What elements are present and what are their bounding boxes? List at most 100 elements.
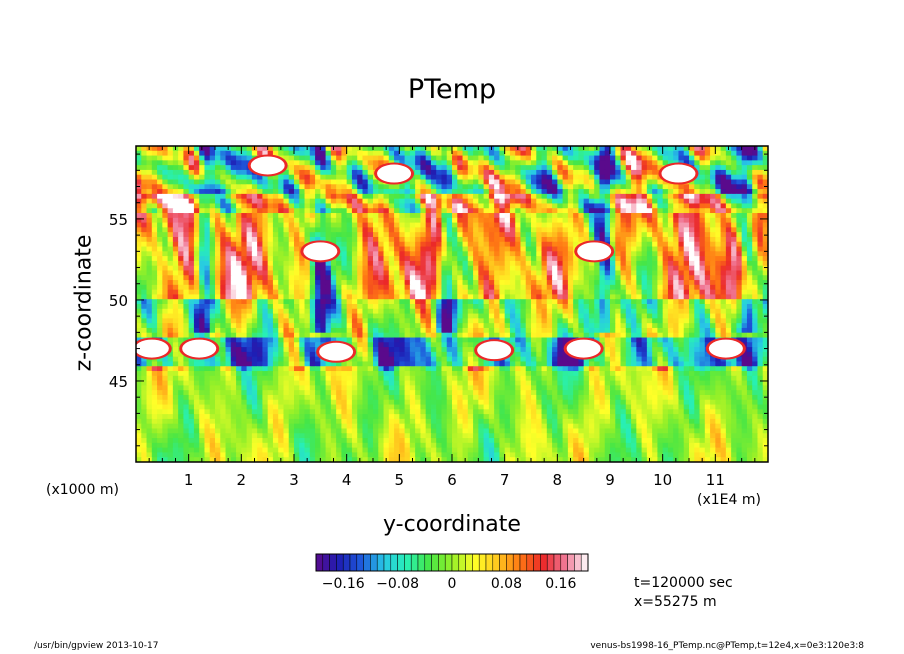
- heatmap-cell: [278, 251, 285, 257]
- heatmap-cell: [662, 213, 669, 219]
- heatmap-cell: [167, 318, 174, 324]
- heatmap-cell: [162, 251, 169, 257]
- heatmap-cell: [573, 189, 579, 195]
- heatmap-cell: [520, 174, 527, 181]
- heatmap-cell: [404, 256, 411, 262]
- heatmap-cell: [625, 146, 632, 152]
- heatmap-cell: [394, 236, 400, 243]
- heatmap-cell: [278, 270, 285, 276]
- heatmap-cell: [362, 308, 369, 315]
- heatmap-cell: [378, 246, 385, 252]
- heatmap-cell: [399, 213, 406, 219]
- heatmap-cell: [752, 227, 759, 233]
- heatmap-cell: [172, 193, 179, 200]
- heatmap-cell: [351, 213, 358, 219]
- heatmap-cell: [599, 236, 606, 243]
- heatmap-cell: [304, 260, 311, 267]
- heatmap-cell: [162, 174, 169, 181]
- heatmap-cell: [215, 256, 221, 262]
- heatmap-cell: [394, 241, 400, 248]
- heatmap-cell: [689, 232, 695, 238]
- heatmap-cell: [267, 327, 274, 334]
- heatmap-cell: [383, 203, 390, 209]
- heatmap-cell: [657, 299, 664, 305]
- heatmap-cell: [215, 222, 221, 228]
- heatmap-cell: [509, 318, 516, 324]
- heatmap-cell: [278, 246, 285, 252]
- heatmap-cell: [757, 146, 764, 152]
- heatmap-cell: [151, 193, 158, 200]
- heatmap-cell: [657, 184, 664, 190]
- heatmap-cell: [162, 260, 169, 267]
- heatmap-cell: [625, 169, 632, 176]
- heatmap-cell: [204, 313, 211, 319]
- heatmap-cell: [246, 256, 253, 262]
- heatmap-cell: [425, 270, 432, 276]
- heatmap-cell: [362, 289, 369, 296]
- heatmap-cell: [720, 160, 727, 166]
- heatmap-cell: [325, 179, 332, 185]
- heatmap-cell: [404, 217, 411, 224]
- heatmap-cell: [573, 294, 579, 300]
- heatmap-cell: [467, 246, 474, 252]
- heatmap-cell: [146, 246, 153, 252]
- heatmap-cell: [151, 284, 158, 291]
- heatmap-cell: [662, 280, 669, 286]
- heatmap-cell: [657, 193, 664, 200]
- heatmap-cell: [430, 169, 437, 176]
- heatmap-cell: [336, 337, 342, 343]
- heatmap-cell: [620, 213, 627, 219]
- heatmap-cell: [157, 222, 163, 228]
- heatmap-cell: [746, 203, 753, 209]
- heatmap-cell: [415, 337, 421, 343]
- heatmap-cell: [188, 241, 195, 248]
- heatmap-cell: [631, 256, 637, 262]
- heatmap-cell: [604, 160, 611, 166]
- heatmap-cell: [625, 203, 632, 209]
- heatmap-cell: [546, 304, 553, 310]
- heatmap-cell: [267, 251, 274, 257]
- heatmap-cell: [420, 236, 427, 243]
- heatmap-cell: [531, 337, 537, 343]
- heatmap-cell: [346, 299, 353, 305]
- heatmap-cell: [615, 270, 622, 276]
- heatmap-cell: [225, 227, 232, 233]
- heatmap-cell: [525, 160, 532, 166]
- heatmap-cell: [172, 284, 179, 291]
- heatmap-cell: [646, 203, 653, 209]
- heatmap-cell: [673, 294, 680, 300]
- heatmap-cell: [172, 256, 179, 262]
- heatmap-cell: [172, 294, 179, 300]
- heatmap-cell: [378, 342, 385, 348]
- heatmap-cell: [362, 160, 369, 166]
- heatmap-cell: [699, 184, 706, 190]
- heatmap-cell: [388, 232, 395, 238]
- heatmap-cell: [478, 203, 485, 209]
- heatmap-cell: [478, 165, 485, 171]
- heatmap-cell: [699, 304, 706, 310]
- heatmap-cell: [246, 280, 253, 286]
- heatmap-cell: [430, 246, 437, 252]
- heatmap-cell: [136, 323, 142, 329]
- heatmap-cell: [367, 193, 374, 200]
- heatmap-cell: [341, 260, 348, 267]
- heatmap-cell: [467, 174, 474, 181]
- heatmap-cell: [578, 318, 585, 324]
- heatmap-cell: [536, 308, 543, 315]
- heatmap-cell: [278, 198, 285, 205]
- heatmap-cell: [509, 299, 516, 305]
- heatmap-cell: [383, 342, 390, 348]
- heatmap-cell: [494, 193, 500, 200]
- heatmap-cell: [141, 189, 148, 195]
- heatmap-cell: [641, 294, 648, 300]
- heatmap-cell: [230, 217, 237, 224]
- heatmap-cell: [699, 241, 706, 248]
- heatmap-cell: [683, 208, 690, 214]
- heatmap-cell: [257, 213, 263, 219]
- heatmap-cell: [557, 294, 564, 300]
- heatmap-cell: [715, 146, 722, 152]
- heatmap-cell: [573, 313, 579, 319]
- heatmap-cell: [467, 299, 474, 305]
- heatmap-cell: [731, 150, 737, 157]
- heatmap-cell: [473, 313, 479, 319]
